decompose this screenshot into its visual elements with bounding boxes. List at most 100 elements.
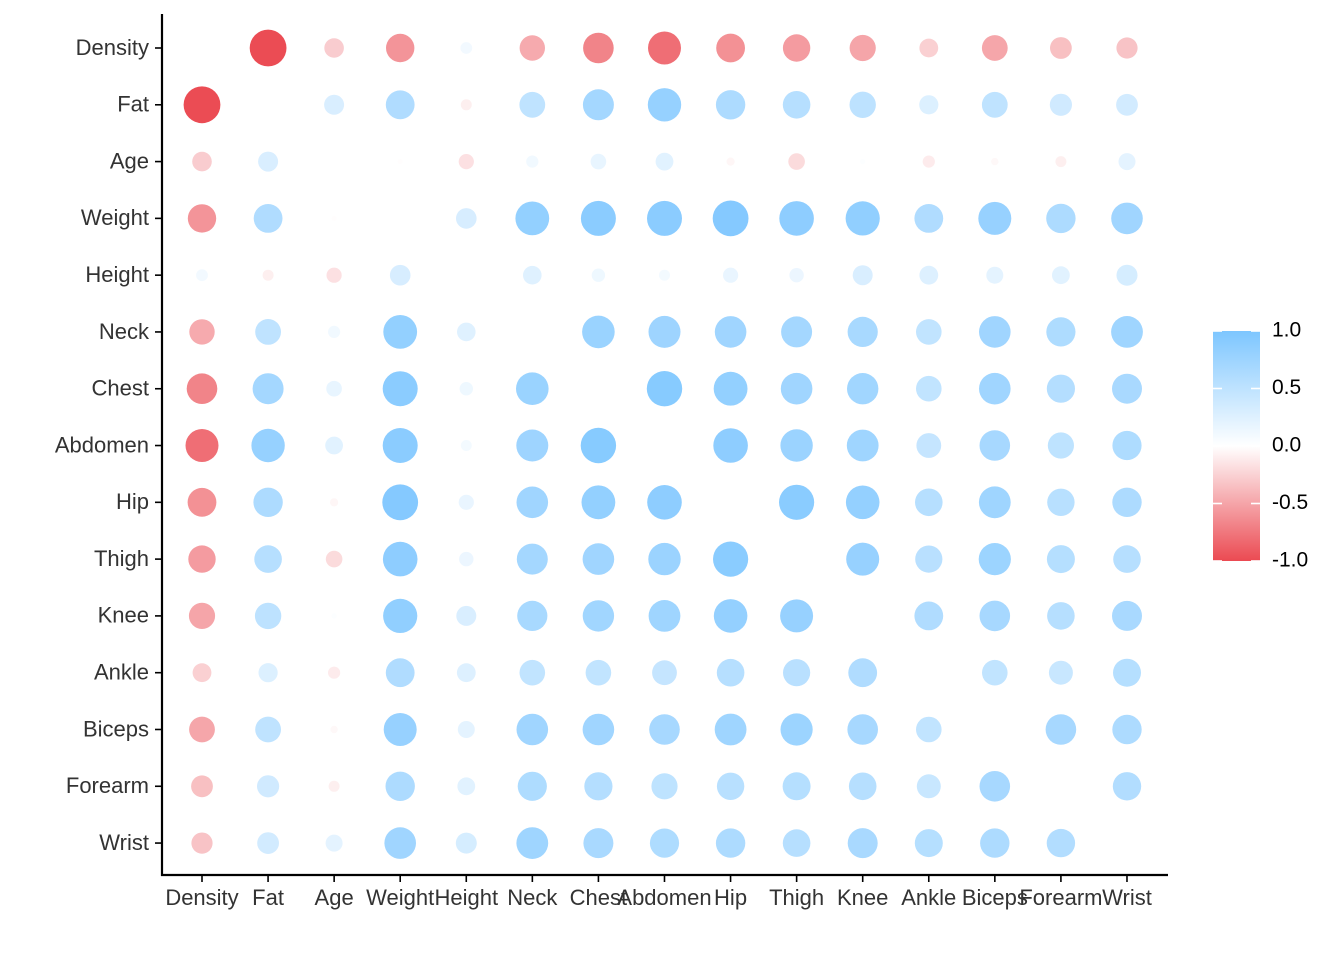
y-tick-label-chest: Chest bbox=[92, 376, 149, 401]
legend-tick-label: 0.0 bbox=[1272, 434, 1301, 457]
cell-chest-height bbox=[459, 382, 473, 396]
cell-height-knee bbox=[852, 265, 873, 286]
y-tick-label-biceps: Biceps bbox=[83, 716, 149, 741]
cell-ankle-wrist bbox=[1113, 658, 1141, 687]
cell-thigh-height bbox=[459, 551, 474, 567]
cell-abdomen-forearm bbox=[1047, 432, 1074, 459]
cell-neck-forearm bbox=[1046, 317, 1076, 347]
legend-tick-label: -1.0 bbox=[1272, 549, 1308, 572]
cell-ankle-abdomen bbox=[652, 660, 677, 686]
cell-abdomen-age bbox=[325, 436, 343, 455]
cell-density-hip bbox=[716, 33, 745, 63]
cell-weight-thigh bbox=[779, 201, 814, 236]
legend-tick-label: 1.0 bbox=[1272, 319, 1301, 342]
cell-fat-forearm bbox=[1049, 93, 1072, 116]
cell-thigh-wrist bbox=[1113, 545, 1141, 573]
cell-thigh-abdomen bbox=[648, 542, 681, 576]
cell-chest-weight bbox=[382, 371, 418, 407]
cell-weight-biceps bbox=[978, 201, 1012, 235]
cell-density-wrist bbox=[1116, 37, 1138, 59]
y-tick-label-neck: Neck bbox=[99, 319, 150, 344]
cell-age-height bbox=[458, 154, 474, 170]
cell-age-weight bbox=[397, 159, 403, 165]
x-tick-label-ankle: Ankle bbox=[901, 885, 956, 910]
cell-ankle-age bbox=[328, 666, 341, 679]
cell-wrist-fat bbox=[257, 832, 279, 854]
cell-ankle-hip bbox=[716, 658, 745, 687]
cell-wrist-forearm bbox=[1046, 828, 1076, 858]
cell-biceps-chest bbox=[582, 713, 615, 746]
cell-weight-forearm bbox=[1046, 203, 1076, 234]
cell-abdomen-fat bbox=[251, 428, 285, 463]
cell-hip-age bbox=[330, 498, 339, 507]
cell-chest-biceps bbox=[979, 372, 1011, 405]
cell-fat-age bbox=[324, 94, 345, 115]
cell-weight-fat bbox=[253, 204, 283, 233]
cell-weight-knee bbox=[845, 201, 880, 236]
cell-fat-ankle bbox=[919, 95, 939, 115]
x-tick-label-forearm: Forearm bbox=[1019, 885, 1102, 910]
x-tick-label-abdomen: Abdomen bbox=[617, 885, 711, 910]
cells-layer bbox=[183, 29, 1143, 859]
cell-forearm-density bbox=[191, 775, 213, 798]
cell-age-wrist bbox=[1118, 153, 1136, 171]
cell-ankle-height bbox=[456, 663, 476, 683]
cell-thigh-weight bbox=[382, 541, 418, 577]
x-tick-label-knee: Knee bbox=[837, 885, 888, 910]
x-tick-label-weight: Weight bbox=[366, 885, 434, 910]
y-tick-label-wrist: Wrist bbox=[99, 830, 149, 855]
cell-age-abdomen bbox=[655, 152, 674, 171]
cell-hip-fat bbox=[253, 487, 283, 517]
cell-age-hip bbox=[726, 157, 735, 166]
cell-fat-weight bbox=[385, 90, 415, 120]
cell-age-neck bbox=[526, 155, 539, 168]
cell-height-chest bbox=[591, 268, 606, 282]
cell-density-fat bbox=[249, 29, 287, 67]
cell-density-biceps bbox=[981, 35, 1008, 61]
cell-thigh-age bbox=[325, 550, 343, 568]
cell-fat-neck bbox=[519, 91, 546, 118]
cell-neck-abdomen bbox=[648, 315, 681, 348]
cell-fat-hip bbox=[715, 90, 746, 120]
legend-ticks: 1.0 0.5 0.0 -0.5 -1.0 bbox=[1213, 319, 1308, 572]
cell-abdomen-biceps bbox=[979, 430, 1011, 461]
x-tick-label-thigh: Thigh bbox=[769, 885, 824, 910]
cell-biceps-forearm bbox=[1045, 714, 1077, 745]
cell-biceps-thigh bbox=[780, 713, 813, 746]
cell-height-forearm bbox=[1052, 266, 1070, 285]
cell-height-biceps bbox=[986, 266, 1004, 284]
cell-abdomen-thigh bbox=[780, 429, 813, 462]
cell-forearm-ankle bbox=[916, 774, 941, 799]
cell-neck-weight bbox=[383, 315, 418, 349]
cell-hip-height bbox=[458, 494, 474, 510]
cell-knee-hip bbox=[713, 599, 748, 633]
cell-forearm-hip bbox=[716, 772, 745, 800]
cell-chest-abdomen bbox=[646, 371, 683, 407]
cell-neck-ankle bbox=[916, 319, 942, 345]
cell-chest-density bbox=[186, 373, 218, 405]
cell-wrist-weight bbox=[384, 827, 417, 859]
y-tick-label-height: Height bbox=[85, 262, 149, 287]
cell-knee-neck bbox=[517, 600, 548, 632]
cell-fat-chest bbox=[582, 89, 614, 121]
cell-biceps-abdomen bbox=[649, 714, 680, 745]
legend-tick-label: -0.5 bbox=[1272, 491, 1308, 514]
y-tick-label-age: Age bbox=[110, 148, 149, 173]
cell-biceps-fat bbox=[255, 716, 281, 743]
cell-ankle-biceps bbox=[982, 659, 1008, 686]
cell-height-density bbox=[196, 269, 208, 282]
cell-abdomen-chest bbox=[580, 427, 617, 464]
cell-neck-age bbox=[328, 325, 341, 338]
cell-knee-wrist bbox=[1112, 600, 1142, 631]
cell-fat-wrist bbox=[1116, 93, 1138, 116]
cell-biceps-neck bbox=[516, 713, 549, 746]
cell-ankle-fat bbox=[258, 663, 278, 683]
cell-hip-wrist bbox=[1112, 487, 1142, 517]
cell-weight-wrist bbox=[1111, 202, 1143, 235]
cell-forearm-biceps bbox=[979, 771, 1011, 802]
cell-wrist-height bbox=[455, 832, 477, 854]
cell-abdomen-weight bbox=[382, 428, 418, 463]
cell-chest-fat bbox=[252, 373, 284, 405]
cell-wrist-biceps bbox=[980, 828, 1010, 858]
cell-hip-weight bbox=[382, 484, 419, 521]
